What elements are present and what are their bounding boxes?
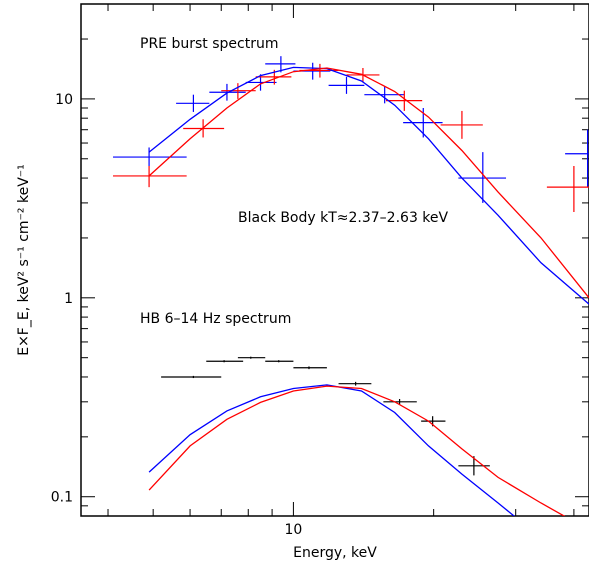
data-point: [265, 360, 294, 363]
model-curve-6: [148, 385, 566, 516]
data-point: [458, 456, 490, 476]
data-point: [176, 94, 210, 112]
annotation-blackbody: Black Body kT≈2.37–2.63 keV: [238, 210, 449, 226]
x-axis-label: Energy, keV: [293, 545, 377, 561]
model-curve-5: [148, 384, 516, 516]
tick-labels: 10 0.1 1 10: [51, 92, 303, 538]
axis-ticks: [81, 3, 589, 517]
annotation-pre-burst: PRE burst spectrum: [140, 36, 278, 52]
data-point: [385, 90, 423, 111]
data-point: [206, 360, 244, 363]
y-axis-label: E×F_E, keV² s⁻¹ cm⁻² keV⁻¹: [16, 164, 32, 356]
model-curve-4: [148, 67, 589, 299]
data-point: [328, 76, 365, 94]
data-point: [546, 165, 589, 213]
data-point: [113, 147, 187, 166]
data-point: [161, 375, 222, 379]
data-point: [265, 56, 296, 73]
plot-marks: [113, 56, 589, 516]
data-point: [458, 152, 507, 203]
annotation-hb-spectrum: HB 6–14 Hz spectrum: [140, 311, 291, 327]
y-tick-label: 0.1: [51, 490, 73, 506]
y-tick-label: 10: [55, 92, 73, 108]
data-point: [183, 119, 225, 138]
data-point: [364, 86, 405, 104]
data-point: [383, 398, 417, 405]
data-point: [113, 165, 187, 188]
data-point: [237, 356, 266, 359]
x-tick-label: 10: [284, 522, 302, 538]
data-point: [293, 366, 327, 370]
data-point: [440, 110, 483, 139]
y-tick-label: 1: [64, 291, 73, 307]
data-point: [565, 129, 589, 188]
plot-frame: [80, 3, 589, 517]
model-curve-3: [148, 66, 589, 305]
data-point: [338, 381, 372, 386]
